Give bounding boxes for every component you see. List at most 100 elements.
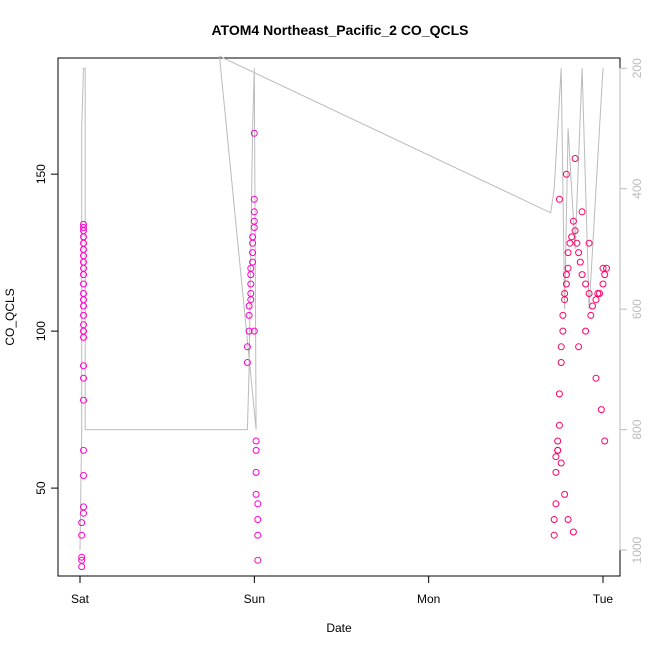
- data-point: [582, 280, 590, 288]
- data-point: [550, 516, 558, 523]
- data-point: [585, 239, 593, 247]
- data-point: [80, 472, 87, 479]
- data-point: [552, 500, 560, 508]
- y-axis-label: CO_QCLS: [3, 288, 17, 345]
- data-point: [247, 296, 255, 304]
- data-point: [599, 280, 607, 288]
- data-point: [78, 519, 86, 527]
- data-point: [80, 321, 87, 329]
- data-point: [80, 224, 87, 231]
- data-point: [247, 280, 255, 288]
- data-point: [80, 503, 87, 511]
- data-point: [78, 553, 86, 561]
- data-point: [555, 195, 563, 203]
- data-point: [592, 296, 600, 304]
- data-point: [80, 311, 87, 319]
- y-tick-label: 150: [34, 164, 48, 184]
- data-point: [78, 531, 86, 539]
- data-point: [80, 396, 87, 404]
- plot-frame: [57, 57, 621, 577]
- data-point: [562, 170, 570, 178]
- data-point: [559, 311, 567, 319]
- data-point: [601, 437, 609, 445]
- data-point: [575, 249, 583, 257]
- data-point: [554, 437, 562, 445]
- data-point: [552, 453, 560, 461]
- y-tick-label: 50: [34, 481, 48, 495]
- data-point: [550, 531, 558, 539]
- x-tick-label: Sun: [244, 592, 265, 606]
- data-point: [557, 359, 565, 366]
- x-tick-label: Mon: [417, 592, 440, 606]
- data-point: [250, 208, 258, 216]
- data-point: [245, 327, 253, 335]
- data-point: [603, 264, 610, 272]
- data-point: [250, 195, 258, 203]
- data-points-layer: [78, 129, 610, 571]
- data-point: [554, 446, 562, 454]
- data-point: [587, 311, 595, 319]
- data-point: [249, 233, 257, 241]
- data-point: [555, 421, 563, 429]
- data-point: [78, 563, 86, 571]
- data-point: [578, 208, 586, 216]
- data-point: [597, 406, 605, 414]
- data-point: [562, 280, 570, 288]
- data-point: [80, 362, 87, 370]
- data-point: [571, 227, 579, 235]
- data-point: [564, 516, 572, 523]
- data-point: [80, 446, 87, 454]
- data-point: [252, 437, 260, 445]
- data-point: [601, 271, 609, 279]
- data-point: [80, 220, 87, 228]
- data-point: [594, 290, 602, 297]
- data-point: [243, 359, 251, 366]
- data-point: [250, 129, 258, 137]
- data-point: [78, 556, 86, 564]
- data-point: [254, 531, 262, 539]
- data-point: [557, 343, 565, 351]
- pressure-trace-line: [79, 55, 604, 551]
- data-point: [592, 374, 600, 382]
- x-axis-label: Date: [326, 621, 352, 635]
- data-point: [573, 239, 581, 247]
- data-point: [80, 374, 87, 382]
- right-pressure-axis: 200 400 600 800 1000: [619, 58, 644, 563]
- data-point: [568, 233, 576, 241]
- y2-tick-label: 200: [630, 58, 644, 78]
- data-point: [561, 490, 569, 498]
- data-point: [80, 290, 87, 297]
- data-point: [552, 468, 560, 476]
- data-point: [247, 264, 255, 272]
- data-point: [576, 258, 584, 266]
- data-point: [562, 271, 570, 279]
- data-point: [245, 302, 253, 310]
- data-point: [254, 556, 262, 564]
- data-point: [254, 516, 262, 523]
- data-point: [585, 290, 593, 297]
- data-point: [561, 290, 569, 297]
- data-point: [582, 327, 590, 335]
- pressure-trace-layer: [79, 55, 604, 551]
- data-point: [575, 343, 583, 351]
- data-point: [578, 271, 586, 279]
- data-point: [250, 327, 258, 335]
- x-tick-label: Sat: [71, 592, 90, 606]
- x-tick-label: Tue: [593, 592, 614, 606]
- data-point: [555, 390, 563, 398]
- data-point: [564, 249, 572, 257]
- data-point: [249, 258, 257, 266]
- y2-tick-label: 600: [630, 299, 644, 319]
- data-point: [243, 343, 251, 351]
- data-point: [254, 500, 262, 508]
- data-point: [80, 509, 87, 517]
- data-point: [252, 446, 260, 454]
- y2-tick-label: 800: [630, 419, 644, 439]
- data-point: [559, 327, 567, 335]
- data-point: [252, 468, 260, 476]
- data-point: [250, 217, 258, 225]
- y-tick-label: 100: [34, 321, 48, 341]
- data-point: [252, 490, 260, 498]
- data-point: [247, 290, 255, 297]
